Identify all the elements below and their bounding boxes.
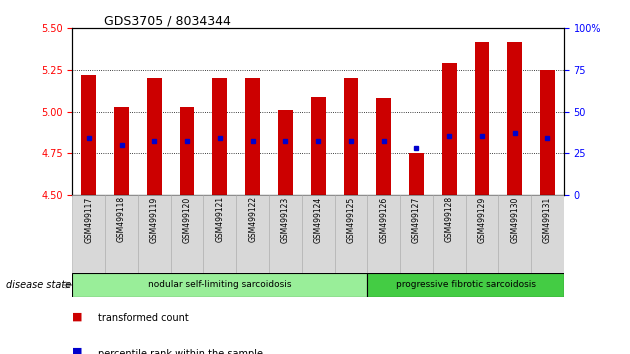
Bar bbox=[147, 78, 162, 195]
Text: GSM499121: GSM499121 bbox=[215, 196, 224, 242]
Bar bbox=[114, 107, 129, 195]
Text: GSM499129: GSM499129 bbox=[478, 196, 486, 242]
Text: nodular self-limiting sarcoidosis: nodular self-limiting sarcoidosis bbox=[148, 280, 292, 290]
Text: progressive fibrotic sarcoidosis: progressive fibrotic sarcoidosis bbox=[396, 280, 536, 290]
Bar bbox=[335, 195, 367, 273]
Text: percentile rank within the sample: percentile rank within the sample bbox=[98, 349, 263, 354]
Text: GSM499126: GSM499126 bbox=[379, 196, 388, 242]
Bar bbox=[278, 110, 293, 195]
Text: GSM499124: GSM499124 bbox=[314, 196, 323, 242]
Bar bbox=[409, 153, 424, 195]
Bar bbox=[311, 97, 326, 195]
Bar bbox=[138, 195, 171, 273]
Bar bbox=[367, 273, 564, 297]
Bar bbox=[105, 195, 138, 273]
Bar bbox=[442, 63, 457, 195]
Bar bbox=[343, 78, 358, 195]
Bar bbox=[400, 195, 433, 273]
Text: ■: ■ bbox=[72, 312, 83, 321]
Bar bbox=[72, 195, 105, 273]
Text: ■: ■ bbox=[72, 347, 83, 354]
Text: disease state: disease state bbox=[6, 280, 72, 290]
Text: GSM499127: GSM499127 bbox=[412, 196, 421, 242]
Bar bbox=[236, 195, 269, 273]
Bar bbox=[540, 70, 555, 195]
Text: GSM499119: GSM499119 bbox=[150, 196, 159, 242]
Text: GSM499128: GSM499128 bbox=[445, 196, 454, 242]
Bar bbox=[466, 195, 498, 273]
Bar bbox=[498, 195, 531, 273]
Bar bbox=[367, 195, 400, 273]
Bar bbox=[474, 42, 490, 195]
Bar bbox=[212, 78, 227, 195]
Bar bbox=[72, 273, 367, 297]
Text: GSM499123: GSM499123 bbox=[281, 196, 290, 242]
Text: GDS3705 / 8034344: GDS3705 / 8034344 bbox=[104, 14, 231, 27]
Text: GSM499118: GSM499118 bbox=[117, 196, 126, 242]
Text: GSM499131: GSM499131 bbox=[543, 196, 552, 242]
Bar bbox=[269, 195, 302, 273]
Text: GSM499120: GSM499120 bbox=[183, 196, 192, 242]
Text: GSM499117: GSM499117 bbox=[84, 196, 93, 242]
Bar bbox=[531, 195, 564, 273]
Text: GSM499125: GSM499125 bbox=[346, 196, 355, 242]
Text: GSM499122: GSM499122 bbox=[248, 196, 257, 242]
Bar bbox=[245, 78, 260, 195]
Bar bbox=[376, 98, 391, 195]
Bar bbox=[180, 107, 195, 195]
Bar bbox=[81, 75, 96, 195]
Bar bbox=[171, 195, 203, 273]
Bar bbox=[507, 42, 522, 195]
Bar bbox=[302, 195, 335, 273]
Text: GSM499130: GSM499130 bbox=[510, 196, 519, 242]
Bar bbox=[433, 195, 466, 273]
Bar bbox=[203, 195, 236, 273]
Text: transformed count: transformed count bbox=[98, 313, 188, 323]
